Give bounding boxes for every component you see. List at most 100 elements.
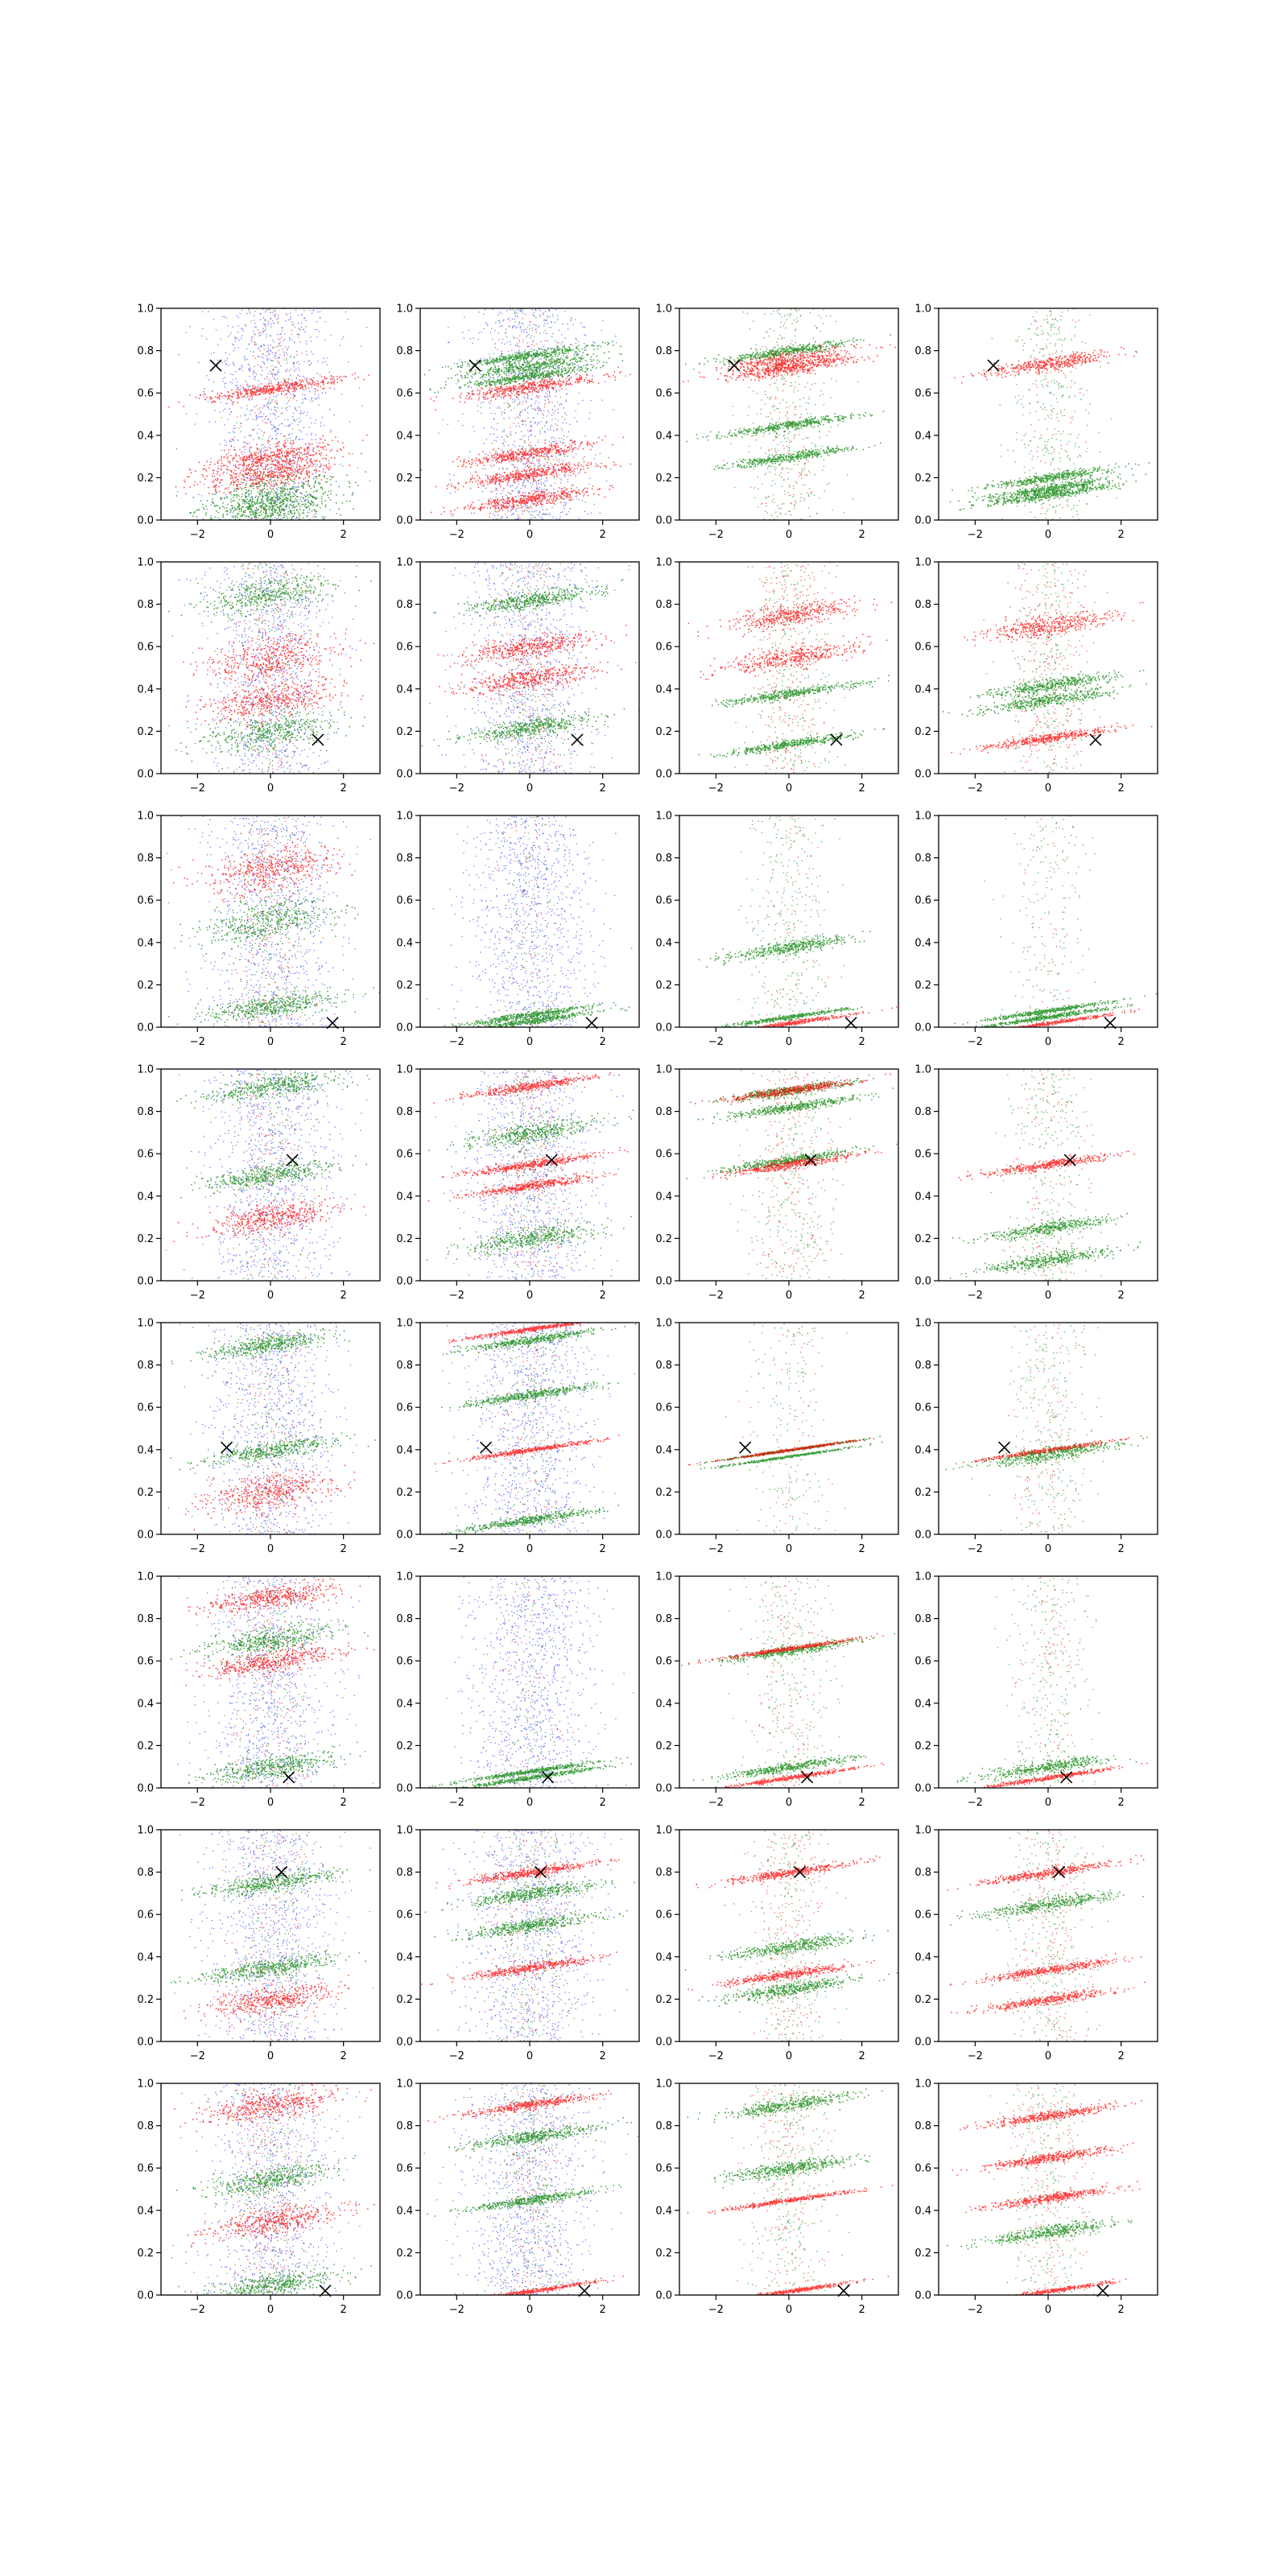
group-b-diffuse-points <box>481 1832 596 2041</box>
group-b-band-2 <box>175 469 359 520</box>
y-tick-label: 0.2 <box>396 1994 413 2006</box>
x-tick-label: 2 <box>859 1543 865 1555</box>
subplot-r5-c2: −2 0 2 0.0 0.2 0.4 0.6 0.8 1.0 <box>396 1318 640 1555</box>
y-tick-label: 0.2 <box>396 2248 413 2260</box>
y-tick-label: 0.8 <box>396 1867 413 1879</box>
axes-frame <box>679 815 899 1028</box>
x-tick-label: 0 <box>267 1290 274 1302</box>
group-a-band-4 <box>185 1635 375 1686</box>
group-b-band-4 <box>428 1109 634 1153</box>
y-tick-label: 0.0 <box>396 1022 413 1034</box>
marker-x <box>286 1154 299 1166</box>
group-a-band-2 <box>965 2181 1141 2214</box>
group-a-band-1 <box>696 1855 881 1889</box>
y-tick-label: 0.8 <box>137 1360 154 1372</box>
group-b-band-3 <box>684 334 892 370</box>
marker-x <box>1060 1771 1073 1784</box>
x-tick-label: 2 <box>341 782 347 795</box>
y-tick-label: 0.6 <box>137 1402 154 1414</box>
y-tick-label: 0.4 <box>137 1191 154 1203</box>
y-tick-label: 0.2 <box>655 473 672 485</box>
x-tick-label: 0 <box>267 529 274 541</box>
y-tick-label: 0.6 <box>396 2163 413 2175</box>
y-tick-label: 0.2 <box>137 1487 154 1499</box>
y-tick-label: 0.8 <box>137 1867 154 1879</box>
group-b-band-2 <box>424 341 621 376</box>
scatter-points <box>166 1069 370 1281</box>
group-b-band-4 <box>441 1505 620 1534</box>
x-tick-label: −2 <box>449 2304 464 2316</box>
group-b-diffuse-points <box>223 1325 329 1534</box>
y-tick-label: 1.0 <box>914 1318 931 1330</box>
subplot-r8-c2: −2 0 2 0.0 0.2 0.4 0.6 0.8 1.0 <box>396 2079 640 2316</box>
y-tick-label: 0.0 <box>396 1276 413 1288</box>
group-a-band-1 <box>433 1072 621 1104</box>
group-b-band-2 <box>954 993 1158 1026</box>
marker-x <box>545 1154 558 1166</box>
x-tick-label: 0 <box>786 2050 792 2062</box>
group-a-band-2 <box>441 1146 629 1179</box>
y-tick-label: 0.0 <box>655 1276 672 1288</box>
group-a-band-3 <box>952 2142 1134 2176</box>
x-tick-label: 0 <box>1045 2304 1051 2316</box>
subplot-r8-c1: −2 0 2 0.0 0.2 0.4 0.6 0.8 1.0 <box>137 2079 381 2316</box>
y-tick-label: 0.4 <box>396 1698 413 1710</box>
y-tick-label: 0.4 <box>914 937 931 949</box>
y-tick-label: 0.4 <box>137 1951 154 1963</box>
y-tick-label: 0.2 <box>396 1233 413 1245</box>
y-tick-label: 0.0 <box>396 769 413 781</box>
y-tick-label: 1.0 <box>655 1571 672 1583</box>
y-tick-label: 0.2 <box>655 1233 672 1245</box>
group-a-diffuse-points <box>991 308 1101 520</box>
group-a-band-5 <box>168 372 369 408</box>
y-tick-label: 1.0 <box>396 1825 413 1837</box>
y-tick-label: 0.4 <box>914 2205 931 2217</box>
x-tick-label: 0 <box>1045 1036 1051 1048</box>
x-tick-label: 2 <box>1118 2304 1125 2316</box>
group-b-diffuse-points <box>465 2084 584 2295</box>
group-a-diffuse-points <box>454 816 591 1026</box>
y-tick-label: 0.8 <box>655 2120 672 2132</box>
group-a-band-3 <box>427 1171 617 1202</box>
y-tick-label: 0.6 <box>396 1402 413 1414</box>
y-tick-label: 0.2 <box>655 726 672 738</box>
marker-x <box>542 1771 555 1784</box>
x-tick-label: 0 <box>526 1797 533 1809</box>
group-a-diffuse-points <box>1001 1830 1108 2041</box>
y-tick-label: 0.6 <box>914 1909 931 1922</box>
y-tick-label: 1.0 <box>914 1825 931 1837</box>
marker-x <box>728 359 741 372</box>
y-tick-label: 1.0 <box>655 557 672 569</box>
group-a-band-1 <box>1009 2278 1127 2295</box>
group-a-diffuse-points <box>481 563 584 774</box>
scatter-points <box>420 308 631 520</box>
x-tick-label: −2 <box>190 2050 205 2062</box>
y-tick-label: 0.4 <box>137 1698 154 1710</box>
x-tick-label: 2 <box>600 1290 606 1302</box>
subplot-r5-c3: −2 0 2 0.0 0.2 0.4 0.6 0.8 1.0 <box>655 1318 899 1555</box>
group-a-diffuse-points <box>475 1323 595 1534</box>
subplot-r6-c1: −2 0 2 0.0 0.2 0.4 0.6 0.8 1.0 <box>137 1571 381 1809</box>
y-tick-label: 0.6 <box>914 388 931 400</box>
axes-frame <box>419 1322 640 1535</box>
group-b-diffuse-points <box>220 818 324 1025</box>
group-a-band-2 <box>749 2276 890 2295</box>
y-tick-label: 0.0 <box>396 1530 413 1542</box>
x-tick-label: −2 <box>190 2304 205 2316</box>
group-a-diffuse-points <box>740 1830 842 2041</box>
x-tick-label: 0 <box>786 2304 792 2316</box>
y-tick-label: 0.4 <box>914 1951 931 1963</box>
group-b-diffuse-points <box>735 563 846 774</box>
x-tick-label: 2 <box>600 1543 606 1555</box>
subplot-r6-c2: −2 0 2 0.0 0.2 0.4 0.6 0.8 1.0 <box>396 1571 640 1809</box>
group-a-band-4 <box>700 634 888 680</box>
group-a-band-4 <box>679 1633 884 1667</box>
subplot-r3-c3: −2 0 2 0.0 0.2 0.4 0.6 0.8 1.0 <box>655 811 899 1048</box>
scatter-points <box>945 1324 1148 1534</box>
y-tick-label: 0.8 <box>655 1106 672 1118</box>
x-tick-label: 0 <box>267 2050 274 2062</box>
y-tick-label: 0.6 <box>914 895 931 907</box>
subplot-r5-c4: −2 0 2 0.0 0.2 0.4 0.6 0.8 1.0 <box>914 1318 1158 1555</box>
x-tick-label: 2 <box>341 529 347 541</box>
x-tick-label: 0 <box>526 529 533 541</box>
